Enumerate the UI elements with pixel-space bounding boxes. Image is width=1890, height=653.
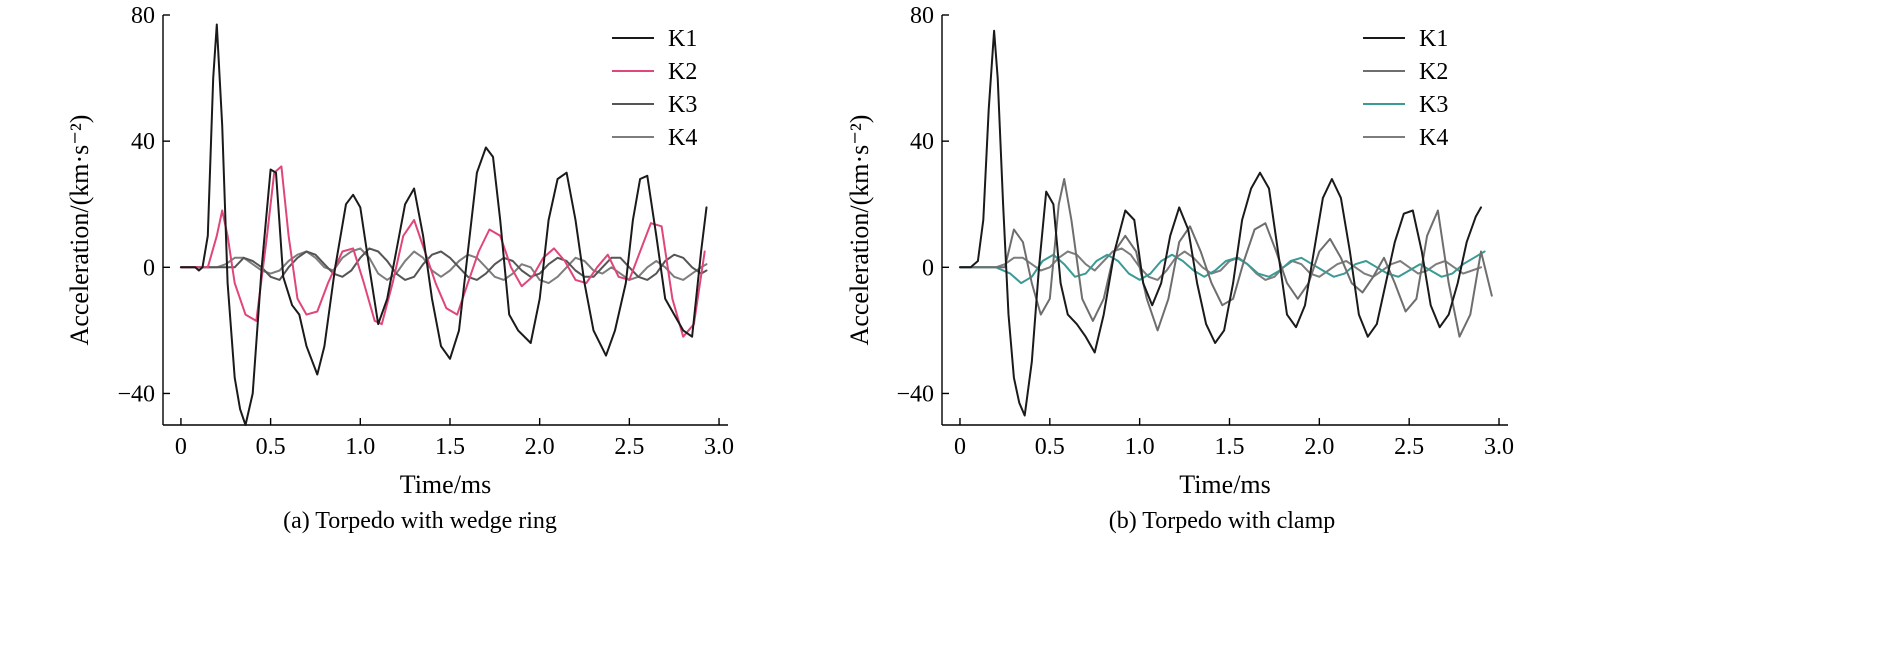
x-axis-title: Time/ms [1179, 470, 1271, 499]
series-line-k1 [959, 29, 1482, 417]
legend-label-k3: K3 [668, 92, 697, 118]
x-tick-label: 2.0 [525, 434, 555, 460]
x-tick-label: 1.5 [435, 434, 465, 460]
legend-label-k3: K3 [1419, 92, 1448, 118]
y-axis-title: Acceleration/(km·s⁻²) [845, 115, 874, 346]
panel-caption: (a) Torpedo with wedge ring [283, 508, 557, 534]
y-tick-label: 0 [922, 255, 934, 281]
y-tick-label: −40 [117, 381, 155, 407]
x-tick-label: 3.0 [1484, 434, 1514, 460]
x-tick-label: 2.0 [1304, 434, 1334, 460]
series-line-k1 [179, 23, 708, 426]
y-tick-label: 40 [131, 129, 155, 155]
series-line-k2 [959, 178, 1493, 338]
legend-label-k4: K4 [668, 125, 697, 151]
y-axis-title: Acceleration/(km·s⁻²) [65, 115, 94, 346]
y-tick-label: 40 [910, 129, 934, 155]
panel-caption: (b) Torpedo with clamp [1109, 508, 1336, 534]
x-tick-label: 1.0 [1125, 434, 1155, 460]
y-tick-label: 0 [143, 255, 155, 281]
x-tick-label: 0.5 [1035, 434, 1065, 460]
legend-label-k4: K4 [1419, 125, 1448, 151]
y-tick-label: 80 [131, 3, 155, 29]
x-tick-label: 3.0 [704, 434, 734, 460]
legend-label-k2: K2 [1419, 59, 1448, 85]
x-tick-label: 0 [954, 434, 966, 460]
x-tick-label: 0 [175, 434, 187, 460]
chart-panel-a: 0 0.5 1.0 1.5 2.0 2.5 3.0 −40 0 40 80 Time/ms Accele… [65, 3, 734, 534]
legend-label-k1: K1 [1419, 26, 1448, 52]
series-line-k2 [179, 165, 706, 338]
chart-panel-b: 0 0.5 1.0 1.5 2.0 2.5 3.0 −40 0 40 80 Time/ms Accele… [845, 3, 1514, 534]
x-tick-label: 1.0 [345, 434, 375, 460]
x-tick-label: 0.5 [256, 434, 286, 460]
x-tick-label: 2.5 [614, 434, 644, 460]
y-tick-label: −40 [896, 381, 934, 407]
legend-label-k2: K2 [668, 59, 697, 85]
x-axis-title: Time/ms [400, 470, 492, 499]
x-tick-label: 1.5 [1214, 434, 1244, 460]
x-tick-label: 2.5 [1394, 434, 1424, 460]
legend-label-k1: K1 [668, 26, 697, 52]
y-tick-label: 80 [910, 3, 934, 29]
